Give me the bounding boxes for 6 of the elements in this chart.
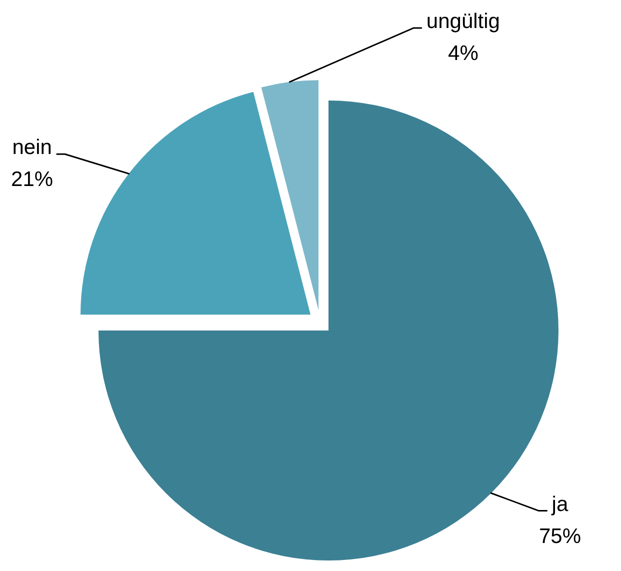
data-label: 75% — [538, 524, 581, 548]
slice-label: ungültig — [426, 10, 500, 34]
slice-label: nein — [12, 136, 52, 160]
data-label: 21% — [11, 168, 54, 192]
data-label: 4% — [448, 42, 478, 66]
slice-label: ja — [550, 492, 568, 516]
